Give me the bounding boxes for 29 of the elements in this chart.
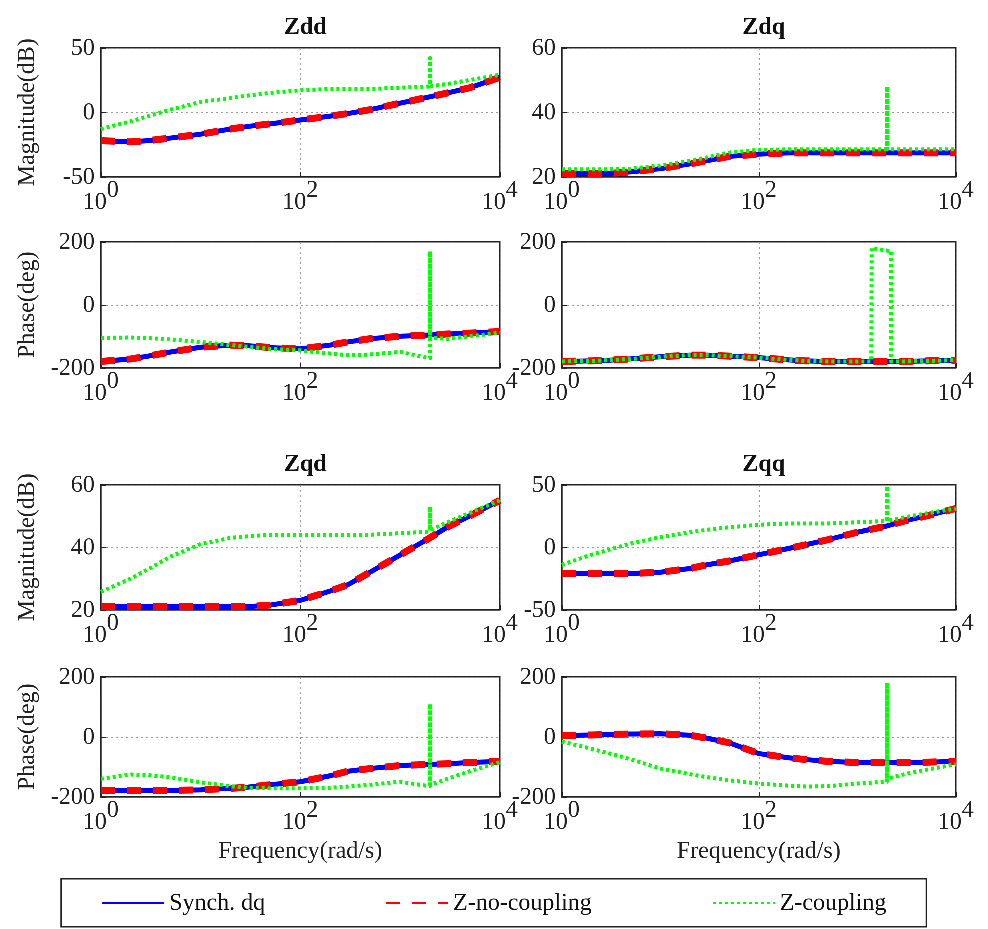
y-tick-label: 40 <box>71 534 95 560</box>
y-tick-label: 0 <box>83 100 95 126</box>
y-tick-label: 60 <box>71 472 95 498</box>
y-tick-label: 0 <box>83 724 95 750</box>
chart-title: Zqd <box>284 451 328 477</box>
legend-label: Z-no-coupling <box>453 890 592 916</box>
y-tick-label: 0 <box>83 292 95 318</box>
x-axis-title: Frequency(rad/s) <box>677 838 841 864</box>
y-tick-label: 60 <box>532 35 556 61</box>
y-tick-label: 0 <box>544 534 556 560</box>
y-tick-label: 50 <box>71 35 95 61</box>
y-axis-title: Phase(deg) <box>14 684 40 790</box>
y-tick-label: 0 <box>544 292 556 318</box>
x-axis-title: Frequency(rad/s) <box>218 838 382 864</box>
y-axis-title: Phase(deg) <box>14 252 40 358</box>
y-tick-label: 200 <box>59 229 95 255</box>
y-tick-label: 40 <box>532 100 556 126</box>
y-tick-label: 200 <box>520 664 556 690</box>
chart-title: Zqq <box>742 451 786 477</box>
legend-label: Z-coupling <box>780 890 887 916</box>
chart-title: Zdq <box>742 14 786 40</box>
y-axis-title: Magnitude(dB) <box>14 474 40 622</box>
legend-label: Synch. dq <box>169 890 266 916</box>
y-tick-label: 0 <box>544 724 556 750</box>
y-tick-label: 200 <box>520 229 556 255</box>
y-tick-label: 50 <box>532 472 556 498</box>
y-tick-label: 200 <box>59 664 95 690</box>
chart-title: Zdd <box>284 14 328 40</box>
y-axis-title: Magnitude(dB) <box>14 38 40 186</box>
